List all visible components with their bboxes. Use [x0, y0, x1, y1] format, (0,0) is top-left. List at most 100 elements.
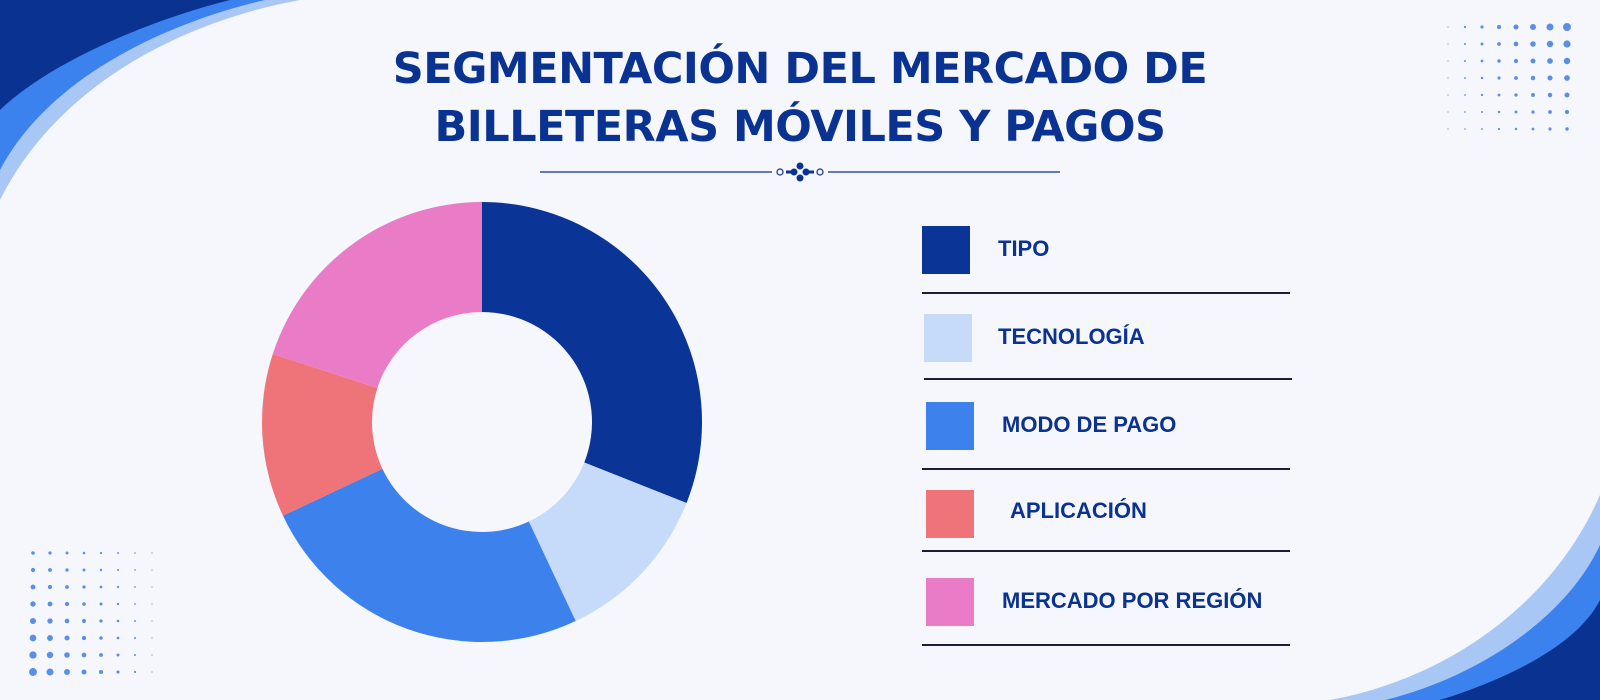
decor-dot	[46, 668, 54, 676]
decor-dot	[47, 635, 53, 641]
decor-dot	[98, 669, 104, 675]
decor-dot	[1480, 59, 1484, 63]
decor-dot	[82, 551, 86, 555]
decor-dot	[1531, 127, 1535, 131]
legend-item-tecnologia: TECNOLOGÍA	[920, 308, 1294, 396]
decor-dot	[1481, 128, 1483, 130]
decor-dot	[47, 618, 53, 624]
legend-label: MODO DE PAGO	[1002, 412, 1177, 437]
decor-dot	[134, 603, 136, 605]
decor-dot	[29, 668, 37, 676]
decor-dot	[1530, 75, 1536, 81]
legend-divider	[922, 550, 1290, 552]
decor-dot	[1546, 23, 1554, 31]
decor-dot	[1531, 93, 1535, 97]
decor-dot	[116, 619, 120, 623]
donut-slice-4	[262, 354, 383, 516]
decor-dot	[134, 569, 136, 571]
decor-dot	[151, 620, 153, 622]
decor-dot	[46, 651, 54, 659]
legend-swatch	[926, 402, 974, 450]
decor-dot	[64, 601, 70, 607]
legend-item-modo-de-pago: MODO DE PAGO	[920, 396, 1294, 484]
decor-dot	[99, 551, 103, 555]
decor-dot	[1480, 25, 1484, 29]
decor-dot	[29, 651, 37, 659]
decor-dot	[99, 568, 103, 572]
page-title: SEGMENTACIÓN DEL MERCADO DE BILLETERAS M…	[330, 40, 1270, 156]
decor-dot	[151, 603, 153, 605]
decor-dot	[151, 654, 153, 656]
decor-dot	[1480, 110, 1484, 114]
decor-dot	[81, 635, 87, 641]
decor-dot	[151, 569, 153, 571]
decor-dot	[116, 568, 120, 572]
legend-swatch	[926, 578, 974, 626]
decor-dot	[65, 585, 69, 589]
decor-dot	[81, 652, 87, 658]
decor-dot	[99, 619, 103, 623]
donut-slice-2	[528, 462, 687, 622]
decor-dot	[1564, 92, 1570, 98]
decor-dot	[116, 653, 120, 657]
decor-dot	[31, 551, 35, 555]
decor-dot	[1565, 127, 1569, 131]
decor-dot	[1531, 110, 1535, 114]
decor-dot	[1563, 40, 1571, 48]
donut-chart	[262, 202, 702, 642]
decor-dot	[48, 551, 52, 555]
decor-dot	[47, 584, 53, 590]
top-left-wave	[0, 0, 300, 200]
decor-dot	[134, 637, 136, 639]
decor-dot	[1447, 111, 1449, 113]
dot-pattern-bottom-left	[29, 551, 153, 676]
decor-dot	[1497, 42, 1501, 46]
decor-dot	[1547, 75, 1553, 81]
decor-dot	[1447, 77, 1449, 79]
decor-dot	[1514, 76, 1518, 80]
decor-dot	[1564, 109, 1570, 115]
decor-dot	[82, 585, 86, 589]
legend-item-aplicacion: APLICACIÓN	[920, 484, 1294, 564]
legend-label: TECNOLOGÍA	[998, 324, 1145, 349]
decor-dot	[81, 669, 87, 675]
decor-dot	[65, 551, 69, 555]
decor-dot	[82, 568, 86, 572]
bottom-right-wave	[1330, 495, 1600, 700]
legend-divider	[922, 468, 1290, 470]
donut-slice-1	[482, 202, 702, 503]
decor-dot	[1563, 23, 1571, 31]
decor-dot	[133, 670, 137, 674]
decor-dot	[64, 635, 70, 641]
decor-dot	[99, 653, 103, 657]
decor-dot	[116, 585, 120, 589]
decor-dot	[30, 601, 36, 607]
title-divider	[540, 162, 1060, 182]
decor-dot	[1530, 41, 1536, 47]
legend-swatch	[922, 226, 970, 274]
decor-dot	[1464, 60, 1466, 62]
dot-pattern-top-right	[1447, 23, 1571, 131]
decor-dot	[1513, 41, 1519, 47]
decor-dot	[1447, 94, 1449, 96]
chart-legend: TIPO TECNOLOGÍA MODO DE PAGO APLICACIÓN …	[920, 220, 1294, 652]
decor-dot	[1547, 92, 1553, 98]
ornament-icon	[776, 162, 824, 182]
decor-dot	[1480, 42, 1484, 46]
decor-dot	[116, 670, 120, 674]
legend-divider	[922, 644, 1290, 646]
decor-dot	[64, 652, 70, 658]
decor-dot	[1514, 93, 1518, 97]
legend-label: MERCADO POR REGIÓN	[1002, 588, 1263, 613]
decor-dot	[1548, 127, 1552, 131]
decor-dot	[1530, 58, 1536, 64]
legend-swatch	[924, 314, 972, 362]
decor-dot	[1513, 24, 1519, 30]
decor-dot	[1497, 127, 1501, 131]
decor-dot	[1463, 25, 1467, 29]
decor-dot	[1564, 75, 1570, 81]
decor-dot	[1513, 58, 1519, 64]
title-line-1: SEGMENTACIÓN DEL MERCADO DE	[392, 44, 1208, 94]
decor-dot	[1447, 26, 1449, 28]
